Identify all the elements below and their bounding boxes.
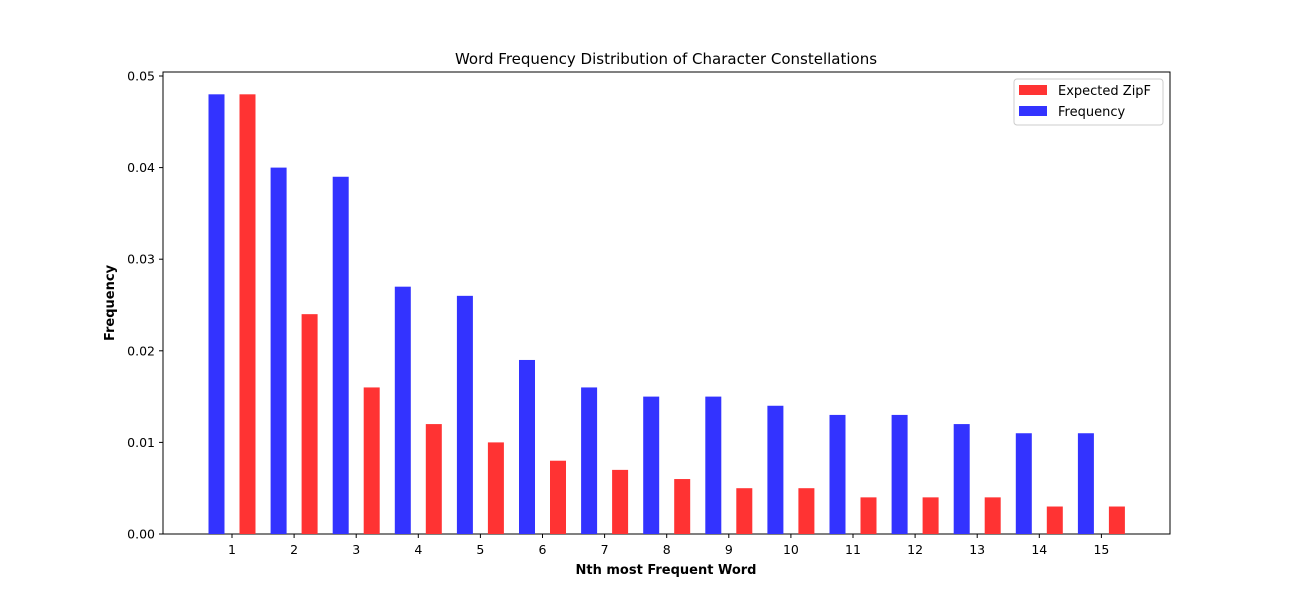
y-tick-label: 0.02 xyxy=(127,343,155,358)
y-tick-label: 0.04 xyxy=(127,160,155,175)
bar-expected-zipf-2 xyxy=(301,314,318,534)
bar-expected-zipf-14 xyxy=(1046,506,1063,534)
chart-title: Word Frequency Distribution of Character… xyxy=(455,50,877,68)
x-tick-label: 12 xyxy=(907,542,923,557)
x-axis: 1 2 3 4 5 6 7 8 9 10 11 12 13 14 15 xyxy=(228,534,1109,557)
y-tick-label: 0.00 xyxy=(127,527,155,542)
y-axis: 0.00 0.01 0.02 0.03 0.04 0.05 xyxy=(127,69,163,542)
bar-expected-zipf-10 xyxy=(798,488,815,534)
bar-expected-zipf-5 xyxy=(487,442,504,534)
bar-frequency-1 xyxy=(208,94,225,534)
x-tick-label: 5 xyxy=(476,542,484,557)
x-axis-label: Nth most Frequent Word xyxy=(575,563,756,578)
bar-expected-zipf-11 xyxy=(860,497,877,534)
x-tick-label: 2 xyxy=(290,542,298,557)
x-tick-label: 13 xyxy=(969,542,985,557)
bar-expected-zipf-1 xyxy=(239,94,256,534)
bar-expected-zipf-12 xyxy=(922,497,939,534)
x-tick-label: 7 xyxy=(601,542,609,557)
legend-swatch xyxy=(1019,85,1047,95)
y-axis-label: Frequency xyxy=(103,264,118,341)
x-tick-label: 9 xyxy=(725,542,733,557)
bar-frequency-11 xyxy=(829,414,846,534)
bar-frequency-2 xyxy=(270,167,287,534)
x-tick-label: 6 xyxy=(539,542,547,557)
legend-swatch xyxy=(1019,106,1047,116)
bar-frequency-13 xyxy=(953,424,970,534)
bar-frequency-4 xyxy=(394,286,411,534)
bar-frequency-12 xyxy=(891,414,908,534)
y-tick-label: 0.01 xyxy=(127,435,155,450)
bar-frequency-9 xyxy=(705,396,722,534)
x-tick-label: 11 xyxy=(845,542,861,557)
bar-frequency-10 xyxy=(767,405,784,534)
legend-label: Frequency xyxy=(1058,105,1125,120)
x-tick-label: 10 xyxy=(783,542,799,557)
bars-layer xyxy=(208,94,1125,534)
bar-frequency-6 xyxy=(519,359,535,534)
x-tick-label: 3 xyxy=(352,542,360,557)
y-tick-label: 0.03 xyxy=(127,252,155,267)
bar-expected-zipf-4 xyxy=(425,424,442,534)
bar-expected-zipf-3 xyxy=(363,387,380,534)
bar-frequency-8 xyxy=(643,396,660,534)
x-tick-label: 1 xyxy=(228,542,236,557)
bar-frequency-14 xyxy=(1015,433,1032,534)
x-tick-label: 15 xyxy=(1093,542,1109,557)
bar-expected-zipf-15 xyxy=(1108,506,1125,534)
bar-frequency-7 xyxy=(581,387,598,534)
legend-box xyxy=(1013,78,1164,126)
bar-expected-zipf-13 xyxy=(984,497,1001,534)
x-tick-label: 4 xyxy=(414,542,422,557)
bar-frequency-3 xyxy=(332,176,349,534)
legend-label: Expected ZipF xyxy=(1058,84,1151,99)
bar-frequency-15 xyxy=(1077,433,1094,534)
bar-expected-zipf-6 xyxy=(550,460,566,534)
bar-frequency-5 xyxy=(456,295,473,534)
y-tick-label: 0.05 xyxy=(127,69,155,84)
x-tick-label: 14 xyxy=(1031,542,1047,557)
bar-expected-zipf-9 xyxy=(736,488,753,534)
x-tick-label: 8 xyxy=(663,542,671,557)
bar-expected-zipf-7 xyxy=(612,469,629,534)
bar-expected-zipf-8 xyxy=(674,479,691,534)
legend: Expected ZipF Frequency xyxy=(1013,78,1164,126)
